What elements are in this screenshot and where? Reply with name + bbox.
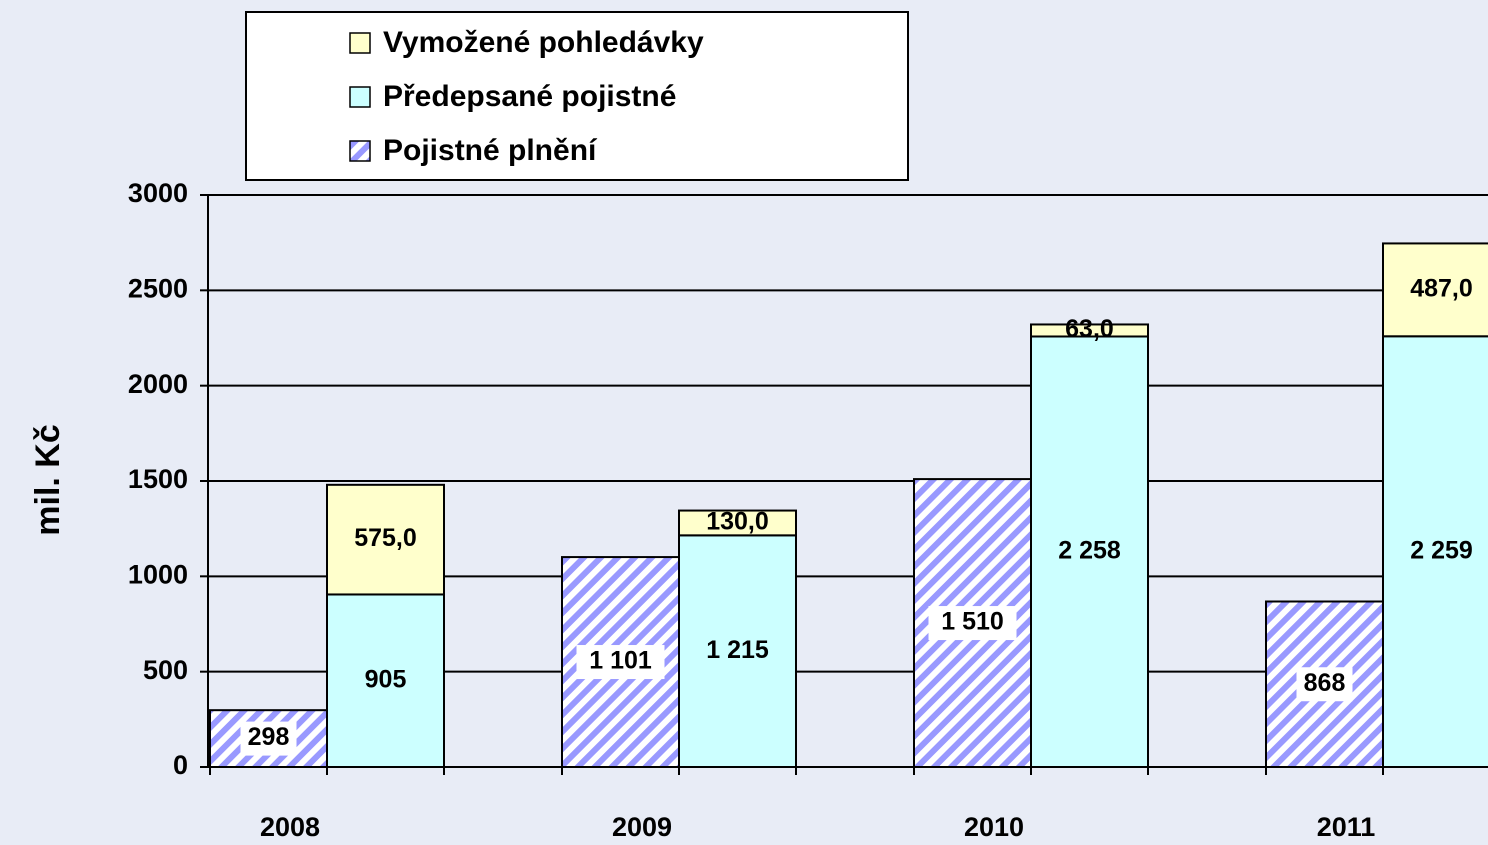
legend-label: Vymožené pohledávky bbox=[383, 26, 704, 59]
y-tick-label: 3000 bbox=[128, 178, 188, 208]
bar bbox=[678, 509, 797, 537]
y-tick-label: 1500 bbox=[128, 464, 188, 494]
value-label: 2 258 bbox=[1058, 536, 1121, 564]
value-label-bg bbox=[928, 606, 1017, 641]
y-tick-label: 1000 bbox=[128, 559, 188, 589]
x-tick-label: 2010 bbox=[964, 812, 1024, 842]
legend-label: Předepsané pojistné bbox=[383, 80, 676, 113]
value-label: 1 215 bbox=[706, 636, 769, 664]
value-label: 130,0 bbox=[706, 508, 769, 536]
y-tick-label: 500 bbox=[143, 655, 188, 685]
value-label-bg bbox=[240, 721, 297, 756]
bar bbox=[1030, 323, 1149, 338]
value-label: 1 101 bbox=[589, 647, 652, 675]
legend-swatch bbox=[349, 140, 371, 162]
value-label: 1 510 bbox=[941, 608, 1004, 636]
y-tick-label: 0 bbox=[173, 750, 188, 780]
legend-label: Pojistné plnění bbox=[383, 134, 598, 167]
bar bbox=[326, 593, 445, 768]
y-tick-label: 2000 bbox=[128, 369, 188, 399]
value-label-bg bbox=[576, 645, 665, 680]
value-label: 63,0 bbox=[1065, 315, 1114, 343]
y-tick-label: 2500 bbox=[128, 273, 188, 303]
bar bbox=[1030, 335, 1149, 768]
bar bbox=[1382, 242, 1488, 338]
value-label: 487,0 bbox=[1410, 274, 1473, 302]
legend-swatch bbox=[349, 32, 371, 54]
x-tick-label: 2008 bbox=[260, 812, 320, 842]
bar bbox=[678, 534, 797, 769]
bar bbox=[326, 483, 445, 596]
legend-swatch bbox=[349, 86, 371, 108]
value-label: 298 bbox=[248, 723, 290, 751]
x-tick-label: 2009 bbox=[612, 812, 672, 842]
y-axis-label: mil. Kč bbox=[29, 424, 67, 535]
value-label: 575,0 bbox=[354, 524, 417, 552]
value-label: 905 bbox=[365, 665, 407, 693]
value-label-bg bbox=[1296, 667, 1353, 702]
value-label: 2 259 bbox=[1410, 536, 1473, 564]
bar bbox=[1382, 335, 1488, 768]
value-label: 868 bbox=[1304, 669, 1346, 697]
x-tick-label: 2011 bbox=[1317, 812, 1376, 842]
